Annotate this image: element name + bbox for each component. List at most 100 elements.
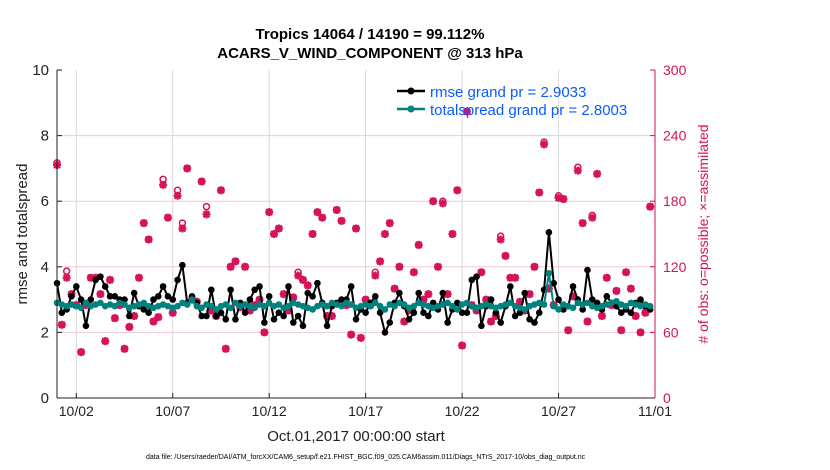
obs-assimilated-marker (284, 306, 293, 315)
rmse-point (589, 296, 596, 303)
obs-possible-marker (62, 267, 71, 275)
obs-assimilated-marker (318, 213, 327, 222)
obs-assimilated-marker (327, 312, 336, 320)
obs-assimilated-marker (294, 271, 303, 280)
rmse-point (101, 283, 109, 290)
obs-assimilated-marker (458, 341, 467, 350)
spread-point (613, 297, 620, 305)
legend-rmse-label: rmse grand pr = 2.9033 (430, 84, 586, 101)
obs-assimilated-marker (241, 262, 250, 271)
y2-tick-label: 180 (663, 193, 687, 209)
obs-assimilated-marker (260, 328, 269, 337)
obs-assimilated-marker (597, 312, 606, 320)
rmse-point (560, 306, 567, 313)
obs-assimilated-marker (337, 216, 346, 225)
chart-title-line1: Tropics 14064 / 14190 = 99.112% (256, 26, 485, 43)
obs-assimilated-marker (641, 308, 650, 317)
rmse-point (126, 312, 133, 320)
obs-assimilated-marker (612, 286, 621, 295)
obs-assimilated-marker (120, 344, 129, 353)
obs-assimilated-marker (380, 230, 389, 238)
rmse-point (285, 283, 292, 290)
rmse-point (347, 283, 355, 290)
y2-tick-label: 60 (663, 324, 679, 340)
spread-point (453, 306, 461, 313)
rmse-point (323, 322, 331, 330)
obs-assimilated-marker (448, 230, 457, 238)
obs-assimilated-marker (323, 312, 332, 320)
rmse-point (87, 296, 95, 303)
obs-assimilated-marker (429, 197, 438, 206)
obs-assimilated-marker (270, 230, 279, 238)
rmse-point (535, 309, 543, 317)
rmse-point (106, 293, 114, 300)
rmse-point (203, 312, 210, 320)
spread-point (569, 304, 577, 312)
obs-assimilated-marker (134, 273, 143, 282)
rmse-point (265, 293, 273, 300)
obs-assimilated-marker (139, 219, 148, 228)
rmse-point (159, 283, 167, 290)
rmse-point (174, 276, 181, 284)
spread-point (77, 304, 85, 312)
obs-assimilated-marker (178, 224, 187, 233)
spread-point (251, 304, 259, 312)
rmse-point (82, 322, 90, 330)
obs-assimilated-marker (593, 169, 602, 178)
obs-assimilated-marker (453, 186, 462, 195)
rmse-point (637, 296, 644, 303)
spread-point (121, 301, 128, 308)
obs-assimilated-marker (617, 326, 626, 335)
spread-point (545, 270, 553, 277)
spread-point (232, 299, 239, 307)
obs-assimilated-marker (385, 219, 394, 228)
x-tick-label: 10/27 (541, 403, 576, 419)
legend-spread-marker (407, 105, 415, 113)
rmse-point (429, 299, 437, 307)
obs-assimilated-marker (332, 205, 341, 214)
obs-assimilated-marker (110, 314, 119, 323)
rmse-point (458, 309, 466, 317)
obs-assimilated-marker (279, 290, 288, 299)
rmse-point (487, 296, 495, 303)
spread-point (265, 299, 273, 307)
footnote: data file: /Users/raeder/DAI/ATM_forcXX/… (146, 454, 586, 461)
obs-assimilated-marker (231, 257, 240, 266)
rmse-point (111, 293, 119, 300)
obs-assimilated-marker (77, 348, 86, 357)
obs-assimilated-marker (159, 180, 168, 189)
rmse-point (579, 306, 586, 313)
obs-assimilated-marker (163, 213, 172, 222)
y2-tick-label: 120 (663, 259, 687, 275)
rmse-point (169, 296, 177, 303)
spread-point (463, 299, 471, 307)
spread-point (198, 304, 205, 312)
rmse-point (256, 283, 263, 290)
y-tick-label: 8 (41, 128, 49, 145)
y2-tick-label: 0 (663, 390, 671, 406)
rmse-point (309, 293, 316, 300)
spread-point (97, 299, 104, 307)
rmse-point (386, 319, 394, 326)
obs-assimilated-marker (525, 290, 534, 299)
obs-assimilated-marker (602, 273, 611, 282)
spread-point (622, 302, 630, 310)
obs-assimilated-marker (569, 292, 578, 301)
rmse-point (92, 276, 99, 284)
y-tick-label: 2 (41, 324, 49, 341)
obs-assimilated-marker (130, 312, 139, 320)
rmse-point (425, 312, 432, 320)
spread-point (275, 301, 283, 308)
grid (57, 70, 656, 398)
obs-assimilated-marker (207, 306, 216, 315)
obs-assimilated-marker (371, 271, 380, 280)
rmse-point (222, 315, 230, 323)
obs-assimilated-marker (419, 295, 428, 304)
obs-assimilated-marker (62, 273, 71, 282)
spread-point (400, 301, 408, 308)
obs-assimilated-marker (352, 224, 360, 233)
obs-assimilated-marker (356, 333, 365, 342)
x-tick-label: 10/07 (155, 403, 190, 419)
obs-assimilated-marker (540, 140, 549, 149)
rmse-point (550, 279, 558, 287)
